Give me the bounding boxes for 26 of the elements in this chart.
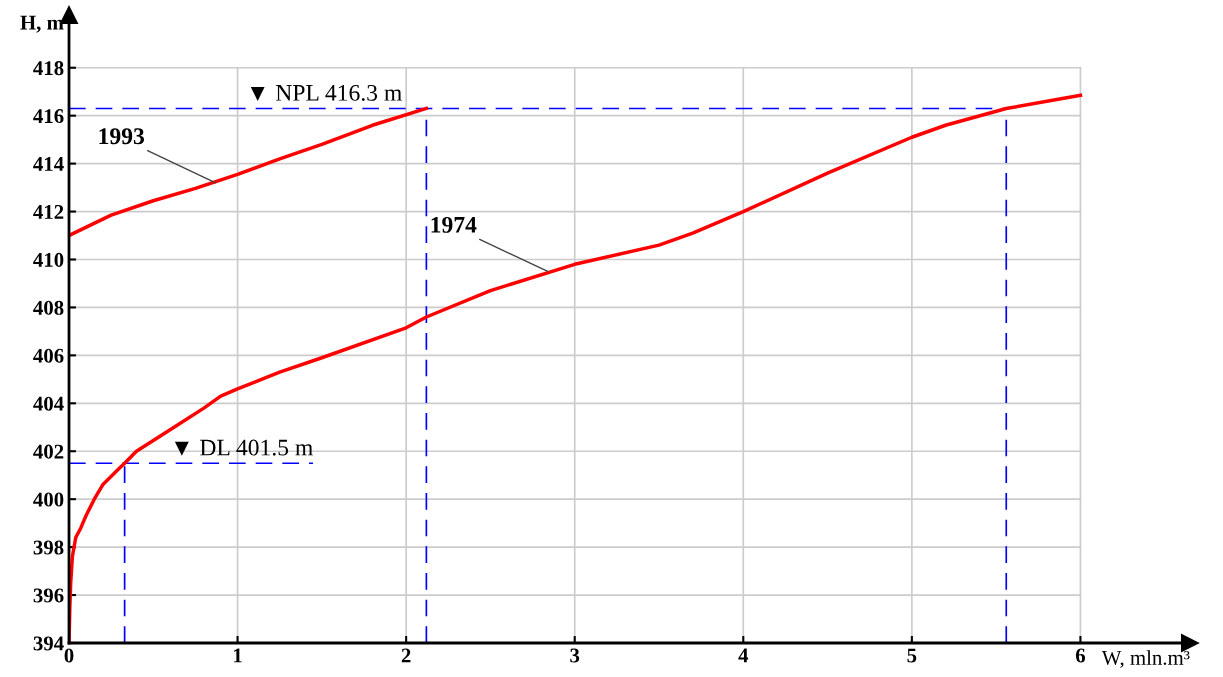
y-tick-label: 414 <box>33 157 64 171</box>
x-tick-label: 2 <box>401 648 411 663</box>
y-tick-label: 416 <box>33 109 64 124</box>
annotation: 1993 <box>99 128 145 145</box>
y-tick-label: 402 <box>33 444 64 459</box>
y-tick-label: 406 <box>33 348 64 363</box>
y-tick-label: 404 <box>33 396 64 411</box>
ref-line-label: ▼ NPL 416.3 m <box>250 84 402 101</box>
annotation: 1974 <box>431 216 477 233</box>
x-tick-label: 3 <box>570 648 580 663</box>
y-tick-label: 398 <box>33 540 64 555</box>
y-tick-label: 396 <box>33 588 64 603</box>
line-series <box>69 106 429 238</box>
x-tick-label: 6 <box>1075 648 1086 663</box>
y-tick-label: 400 <box>33 492 64 507</box>
x-axis-title: W, mln.m³ <box>1101 650 1190 668</box>
y-tick-label: 408 <box>33 300 64 315</box>
y-tick-label: 394 <box>33 636 64 651</box>
x-tick-label: 5 <box>907 648 917 663</box>
y-tick-label: 418 <box>33 61 64 76</box>
x-tick-label: 4 <box>738 648 749 663</box>
ref-line-label: ▼ DL 401.5 m <box>174 439 313 456</box>
x-tick-label: 1 <box>234 648 242 663</box>
x-tick-label: 0 <box>64 648 74 663</box>
y-tick-label: 410 <box>33 252 64 267</box>
y-tick-label: 412 <box>33 204 64 219</box>
